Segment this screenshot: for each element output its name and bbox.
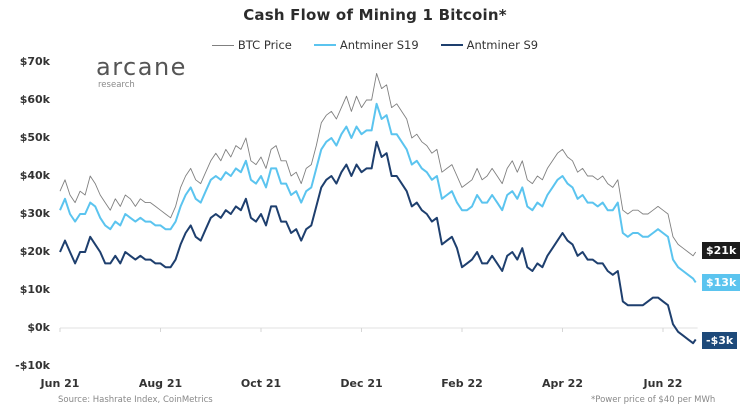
y-tick-label: $0k <box>27 321 50 334</box>
series-line-antminer-s19 <box>59 102 697 283</box>
legend-label-s19: Antminer S19 <box>339 38 419 52</box>
power-price-note: *Power price of $40 per MWh <box>591 395 716 405</box>
legend-item-s9: Antminer S9 <box>440 38 539 52</box>
x-tick-label: Feb 22 <box>441 377 483 390</box>
y-tick-label: $50k <box>19 131 50 144</box>
x-tick-label: Aug 21 <box>138 377 183 390</box>
logo-subtitle: research <box>98 80 135 90</box>
legend: BTC Price Antminer S19 Antminer S9 <box>0 38 750 52</box>
y-tick-label: $20k <box>19 245 50 258</box>
legend-swatch-btc <box>211 44 234 46</box>
logo-wordmark: arcane <box>96 53 187 81</box>
x-tick-label: Apr 22 <box>542 377 583 390</box>
end-label-antminer-s19: $13k <box>702 274 741 291</box>
y-tick-label: $40k <box>19 169 50 182</box>
chart-title: Cash Flow of Mining 1 Bitcoin* <box>243 6 507 24</box>
end-label-antminer-s9: -$3k <box>702 332 738 349</box>
legend-label-s9: Antminer S9 <box>466 38 539 52</box>
x-tick-label: Dec 21 <box>340 377 383 390</box>
y-tick-label: $10k <box>19 283 50 296</box>
y-tick-label: $60k <box>19 93 50 106</box>
legend-label-btc: BTC Price <box>237 38 292 52</box>
x-tick-label: Jun 21 <box>40 377 80 390</box>
x-tick-label: Jun 22 <box>643 377 683 390</box>
end-label-btc-price: $21k <box>702 242 741 259</box>
legend-swatch-s19 <box>313 44 336 46</box>
arcane-research-logo: arcane research <box>96 55 187 90</box>
legend-item-s19: Antminer S19 <box>313 38 419 52</box>
legend-item-btc: BTC Price <box>211 38 292 52</box>
series-line-antminer-s9 <box>59 140 697 345</box>
x-tick-label: Oct 21 <box>240 377 282 390</box>
legend-swatch-s9 <box>440 44 463 46</box>
y-tick-label: $70k <box>19 55 50 68</box>
series-line-btc-price <box>59 72 697 257</box>
y-tick-label: -$10k <box>15 359 50 372</box>
y-tick-label: $30k <box>19 207 50 220</box>
source-note: Source: Hashrate Index, CoinMetrics <box>58 395 213 405</box>
